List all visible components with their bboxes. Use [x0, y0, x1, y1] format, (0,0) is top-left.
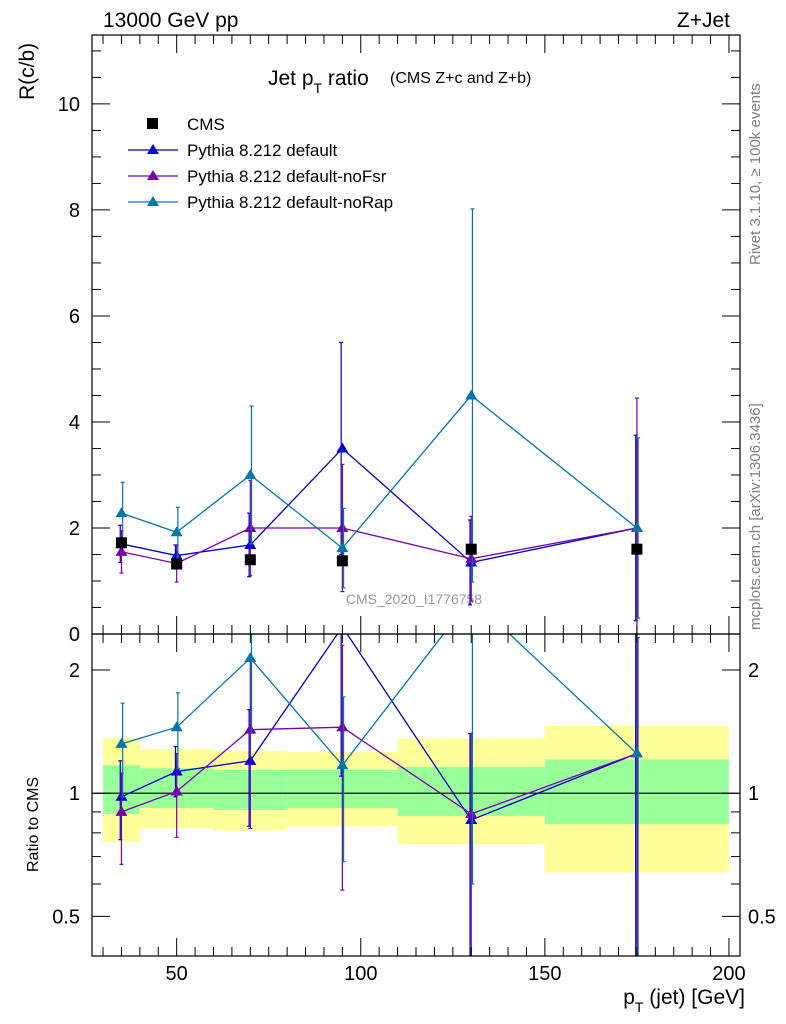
mcplots-label: mcplots.cern.ch [arXiv:1306.3436] — [747, 403, 764, 630]
ratio-series-group — [115, 634, 643, 956]
main-series-group — [115, 208, 643, 634]
xtick-label-1: 100 — [344, 963, 377, 985]
main-title-word: ratio — [322, 67, 369, 90]
rivet-label: Rivet 3.1.10, ≥ 100k events — [747, 83, 764, 265]
ratio-point-noRap-1 — [170, 721, 183, 732]
ratio-point-noRap-3 — [336, 759, 349, 770]
ratio-point-noFsr-1 — [170, 785, 183, 796]
main-line-noRap — [121, 394, 638, 550]
cms-point-2 — [244, 554, 256, 566]
legend-default-marker — [128, 144, 178, 154]
main-ytick-label-3: 6 — [69, 306, 80, 328]
cms-point-1 — [171, 558, 183, 570]
xtick-label-2: 150 — [528, 963, 561, 985]
legend-nofsr-label: Pythia 8.212 default-noFsr — [187, 167, 387, 186]
ratio-line-noRap — [121, 634, 638, 767]
main-point-noFsr-0 — [115, 545, 128, 556]
legend-norap-label: Pythia 8.212 default-noRap — [187, 193, 393, 212]
ratio-point-noRap-2 — [244, 652, 257, 663]
main-ytick-label-4: 8 — [69, 200, 80, 222]
main-point-noFsr-2 — [244, 521, 257, 532]
ratio-ytick-label-right-2: 2 — [748, 660, 759, 682]
main-ytick-label-2: 4 — [69, 412, 80, 434]
xtick-label-3: 200 — [712, 963, 745, 985]
legend-cms-marker — [147, 118, 158, 129]
main-title-sub: T — [314, 80, 323, 96]
main-point-noRap-0 — [115, 507, 128, 518]
cms-point-4 — [465, 543, 477, 555]
ratio-ytick-label-left-2: 2 — [69, 660, 80, 682]
watermark: CMS_2020_I1776758 — [346, 591, 482, 607]
ratio-point-noRap-0 — [115, 737, 128, 748]
legend-norap-marker — [128, 196, 178, 206]
x-axis-label: pT (jet) [GeV] — [623, 986, 745, 1015]
legend-nofsr-marker — [128, 170, 178, 180]
main-title-detail: (CMS Z+c and Z+b) — [390, 70, 531, 87]
axes-group: 0 2 4 6 8 10 50 100 150 200 0.5 0.5 1 1 2 2 — [52, 35, 776, 985]
ratio-line-noFsr — [121, 726, 638, 815]
legend-cms-label: CMS — [187, 115, 225, 134]
ratio-point-noRap-5 — [630, 747, 643, 758]
main-point-noFsr-4 — [465, 552, 478, 563]
ratio-ytick-label-right-1: 1 — [748, 783, 759, 805]
ratio-line-default — [121, 634, 638, 821]
ratio-point-noFsr-3 — [336, 721, 349, 732]
ratio-point-noFsr-0 — [115, 805, 128, 816]
main-ytick-label-1: 2 — [69, 518, 80, 540]
legend-default-label: Pythia 8.212 default — [187, 141, 338, 160]
cms-point-5 — [631, 543, 643, 555]
main-line-noFsr — [121, 527, 638, 565]
main-title: Jet pT ratio — [268, 67, 369, 96]
ratio-point-noFsr-2 — [244, 723, 257, 734]
legend: CMS Pythia 8.212 default Pythia 8.212 de… — [128, 115, 393, 212]
main-point-noRap-4 — [465, 389, 478, 400]
main-point-noRap-5 — [630, 521, 643, 532]
main-ytick-label-0: 0 — [69, 624, 80, 646]
main-point-noRap-3 — [336, 542, 349, 553]
main-point-noFsr-3 — [336, 521, 349, 532]
main-title-text: Jet p — [268, 67, 314, 90]
main-ylabel: R(c/b) — [16, 43, 39, 100]
x-axis-label-sub: T — [635, 999, 644, 1015]
main-ytick-label-5: 10 — [58, 94, 80, 116]
ratio-panel — [92, 725, 740, 873]
ratio-ytick-label-left-1: 1 — [69, 783, 80, 805]
ratio-point-noFsr-4 — [465, 807, 478, 818]
energy-label: 13000 GeV pp — [103, 9, 238, 32]
main-line-default — [121, 447, 638, 564]
main-point-default-3 — [336, 442, 349, 453]
main-point-noRap-1 — [170, 526, 183, 537]
main-point-noRap-2 — [244, 468, 257, 479]
x-axis-label-p: p — [623, 986, 635, 1009]
cms-point-0 — [115, 537, 127, 549]
xtick-label-0: 50 — [166, 963, 188, 985]
x-axis-label-rest: (jet) [GeV] — [643, 986, 745, 1009]
process-label: Z+Jet — [677, 9, 730, 32]
ratio-ytick-label-left-0: 0.5 — [52, 906, 80, 928]
ratio-ytick-label-right-0: 0.5 — [748, 906, 776, 928]
cms-point-3 — [336, 555, 348, 567]
ratio-ylabel: Ratio to CMS — [25, 777, 42, 872]
